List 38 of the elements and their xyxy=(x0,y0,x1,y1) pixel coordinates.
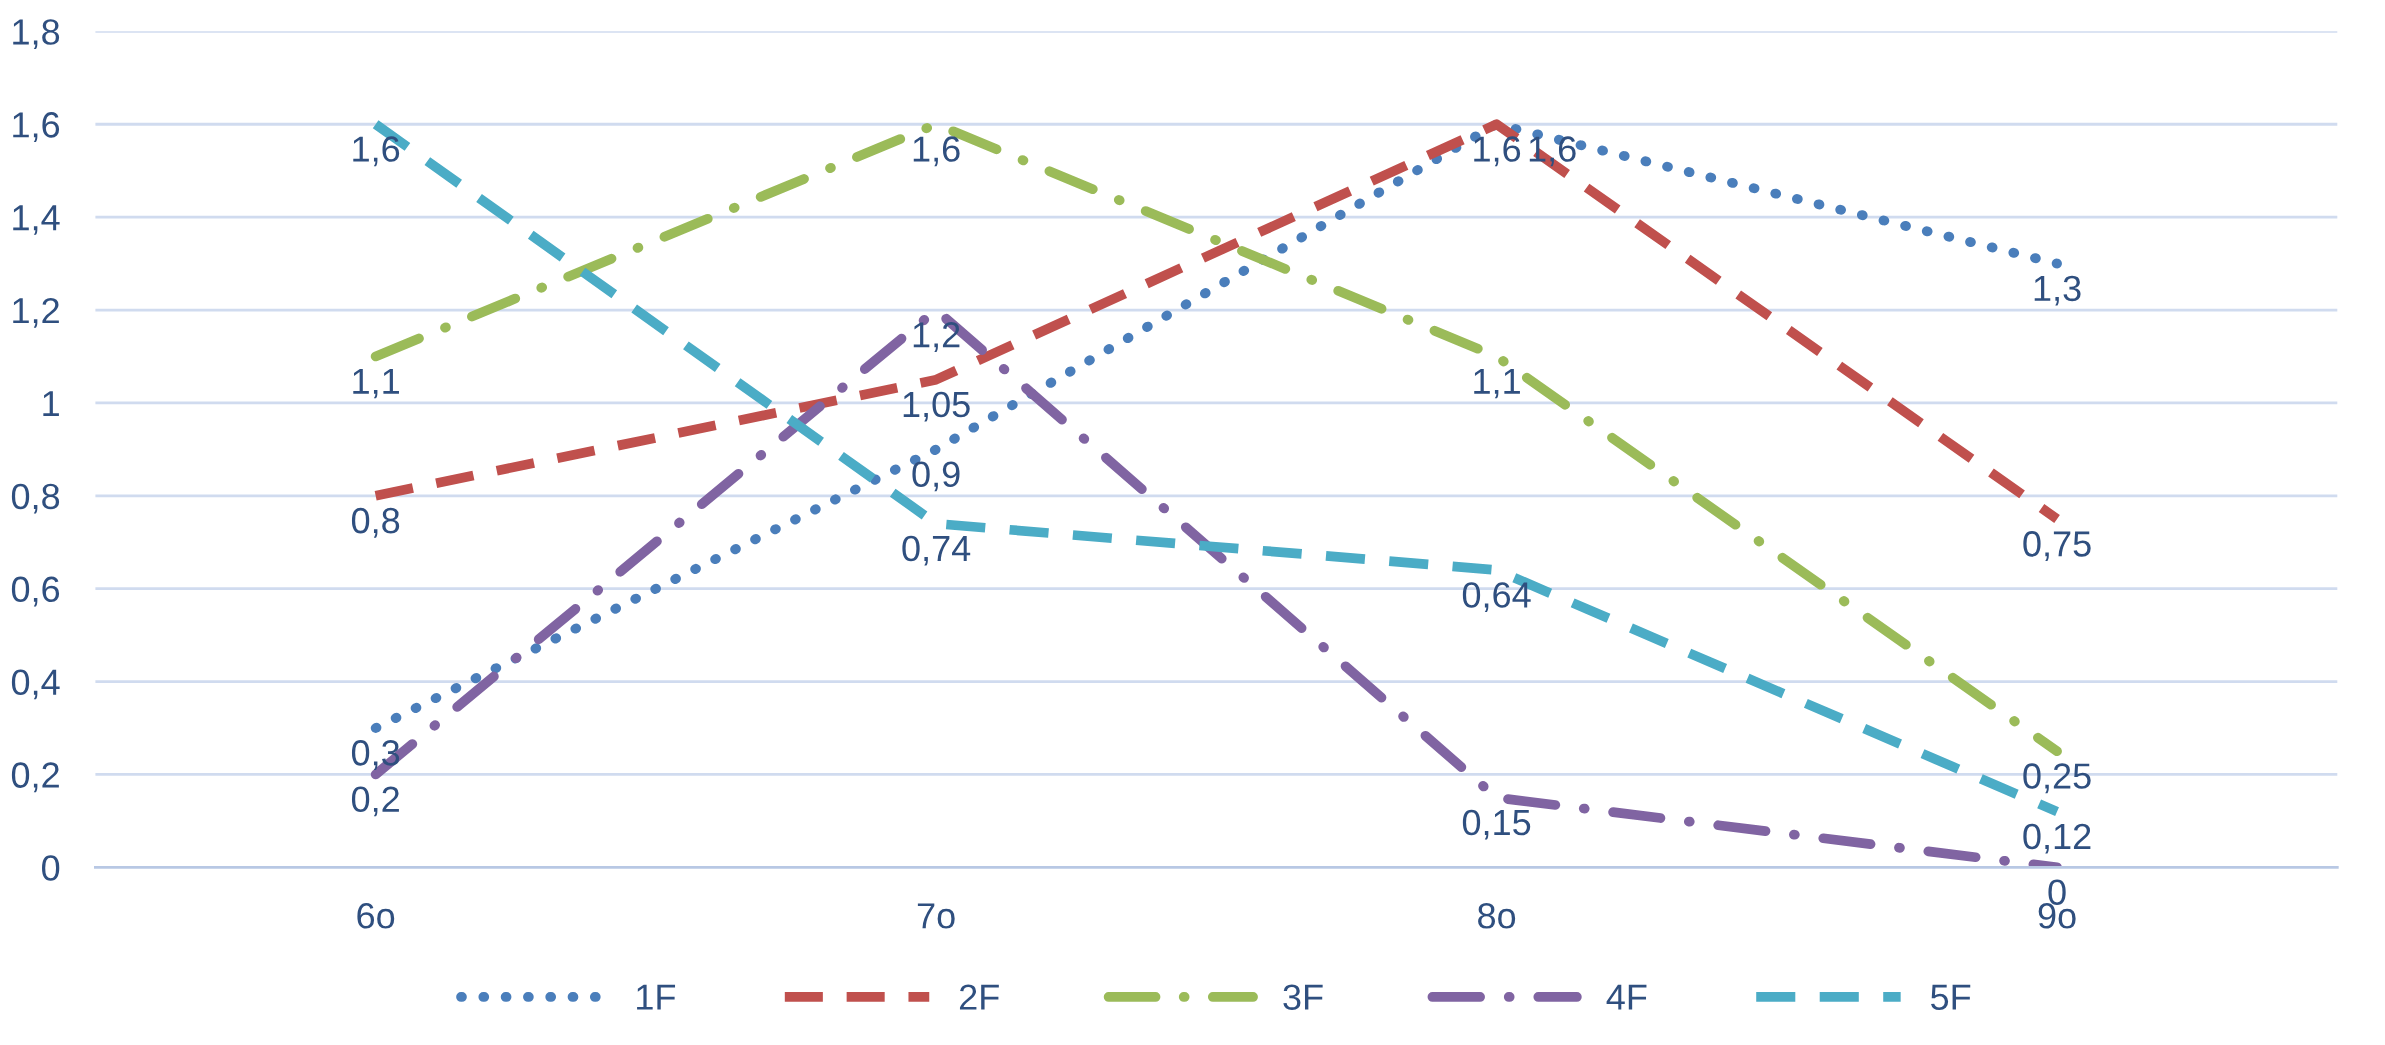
data-label: 1,6 xyxy=(353,136,400,167)
data-label: 1,2 xyxy=(913,322,960,352)
data-label: 0,9 xyxy=(912,461,960,492)
data-label: 1,1 xyxy=(353,368,399,399)
legend-label: 5F xyxy=(1931,984,1971,1010)
legend-label: 3F xyxy=(1283,984,1323,1010)
data-label: 0,25 xyxy=(2023,763,2091,794)
x-tick-label: 7o xyxy=(917,903,955,929)
y-tick-label: 1,4 xyxy=(13,205,60,235)
data-label: 0,2 xyxy=(351,786,399,817)
y-tick-label: 0,6 xyxy=(11,576,60,607)
data-label: 1,6 xyxy=(1529,136,1576,167)
data-label: 0,15 xyxy=(1462,809,1531,840)
y-tick-label: 0,8 xyxy=(11,483,60,514)
y-tick-label: 1,8 xyxy=(13,19,60,50)
y-tick-label: 1,2 xyxy=(13,297,59,328)
data-label: 0,8 xyxy=(351,507,400,538)
y-tick-label: 0,2 xyxy=(11,762,59,793)
y-tick-label: 0,4 xyxy=(11,669,60,700)
data-label: 1,05 xyxy=(903,391,970,422)
data-label: 1,3 xyxy=(2034,275,2081,306)
data-label: 1,6 xyxy=(1474,136,1521,167)
legend-label: 4F xyxy=(1606,984,1647,1010)
y-tick-label: 1,6 xyxy=(13,112,60,142)
data-label: 0,75 xyxy=(2023,531,2091,561)
y-tick-label: 0 xyxy=(42,855,60,881)
y-tick-label: 1 xyxy=(43,391,59,416)
data-label: 0 xyxy=(2048,879,2066,905)
data-label: 0,64 xyxy=(1462,582,1531,613)
data-label: 0,12 xyxy=(2023,823,2091,854)
x-tick-label: 6o xyxy=(357,903,395,929)
data-label: 0,74 xyxy=(902,535,971,566)
x-tick-label: 9o xyxy=(2038,903,2076,929)
data-label: 1,1 xyxy=(1474,368,1520,399)
data-label: 1,6 xyxy=(913,136,960,167)
legend-label: 1F xyxy=(637,984,676,1010)
x-tick-label: 8o xyxy=(1478,903,1516,929)
legend-label: 2F xyxy=(959,984,999,1010)
